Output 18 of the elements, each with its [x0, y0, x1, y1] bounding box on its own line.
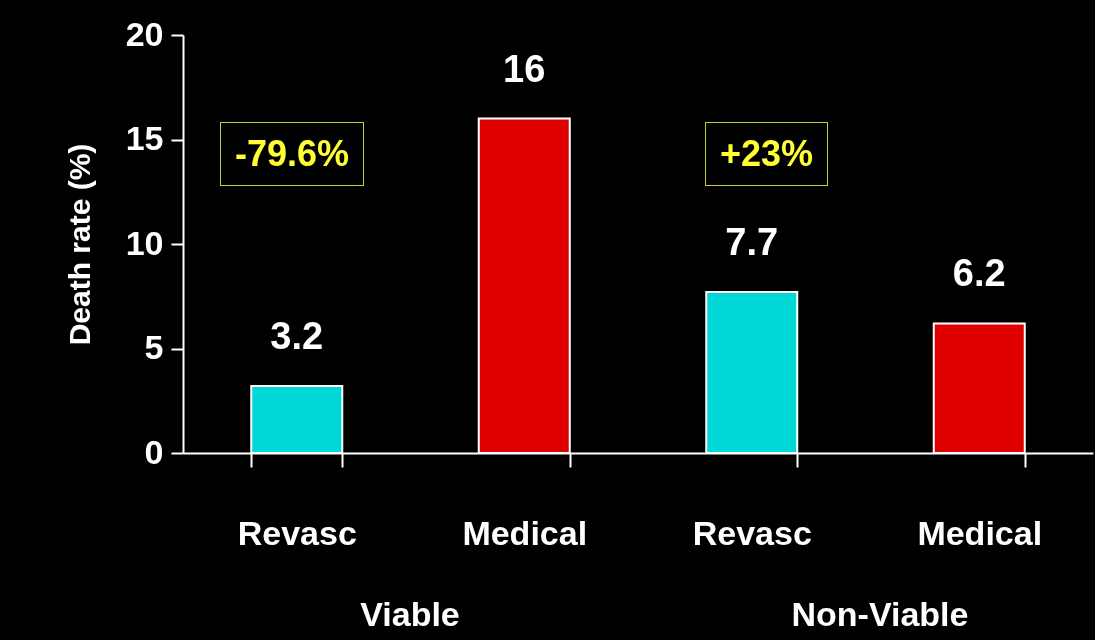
text: Non-Viable [791, 595, 969, 634]
x-tick-label: Medical [917, 513, 1043, 552]
x-tick-label: Revasc [237, 513, 357, 552]
annotation: +23% [705, 122, 829, 186]
y-tick-label: 20 [125, 14, 164, 53]
y-tick-label: 0 [144, 432, 164, 471]
data-label: 6.2 [952, 252, 1006, 295]
x-tick-label: Medical [462, 513, 588, 552]
data-label: 7.7 [725, 221, 779, 264]
data-label: 3.2 [270, 315, 324, 358]
annotation: -79.6% [220, 122, 365, 186]
y-axis-title: Death rate (%) [62, 143, 96, 346]
y-tick-label: 15 [125, 119, 164, 157]
text: Viable [360, 595, 460, 634]
y-tick-label: 5 [144, 328, 164, 366]
x-tick-label: Revasc [692, 513, 812, 552]
y-tick-label: 10 [125, 223, 164, 262]
data-label: 16 [503, 47, 546, 90]
